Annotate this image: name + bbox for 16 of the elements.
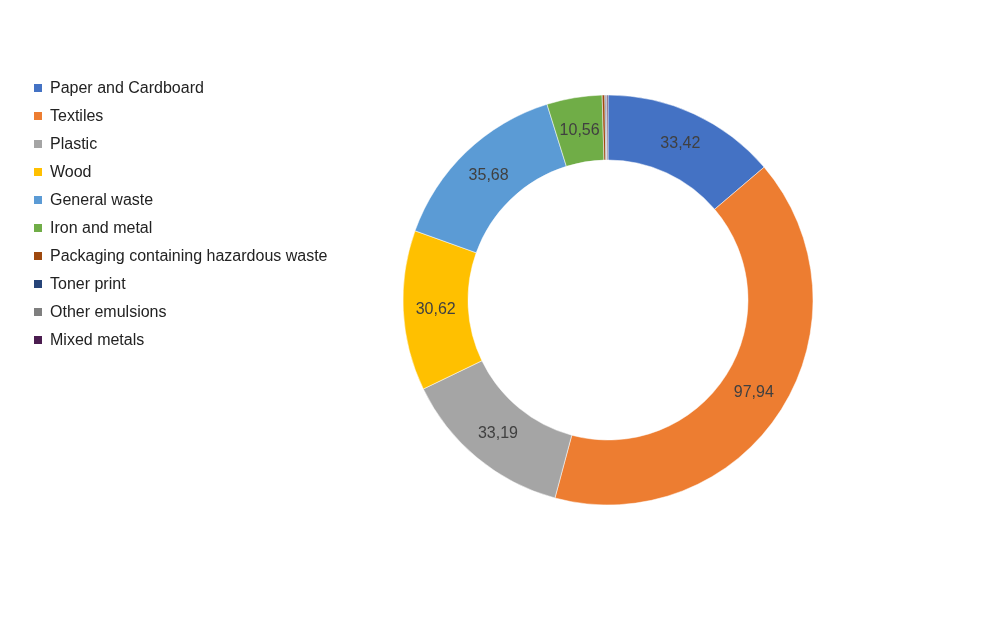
data-label: 10,56	[559, 120, 600, 138]
data-label: 30,62	[415, 300, 456, 318]
data-label: 33,42	[660, 134, 701, 152]
data-label: 97,94	[733, 383, 774, 401]
legend-label: Textiles	[50, 107, 104, 124]
data-label: 33,19	[477, 423, 519, 441]
legend-label: Toner print	[50, 275, 127, 292]
data-label: 35,68	[468, 166, 509, 184]
legend-label: General waste	[50, 191, 154, 208]
legend-label: Other emulsions	[50, 303, 167, 320]
legend-label: Paper and Cardboard	[50, 79, 204, 96]
legend-label: Mixed metals	[50, 331, 145, 348]
legend-label: Iron and metal	[50, 219, 153, 236]
legend-label: Wood	[50, 163, 92, 180]
legend-label: Packaging containing hazardous waste	[50, 247, 328, 264]
legend-label: Plastic	[50, 135, 98, 152]
